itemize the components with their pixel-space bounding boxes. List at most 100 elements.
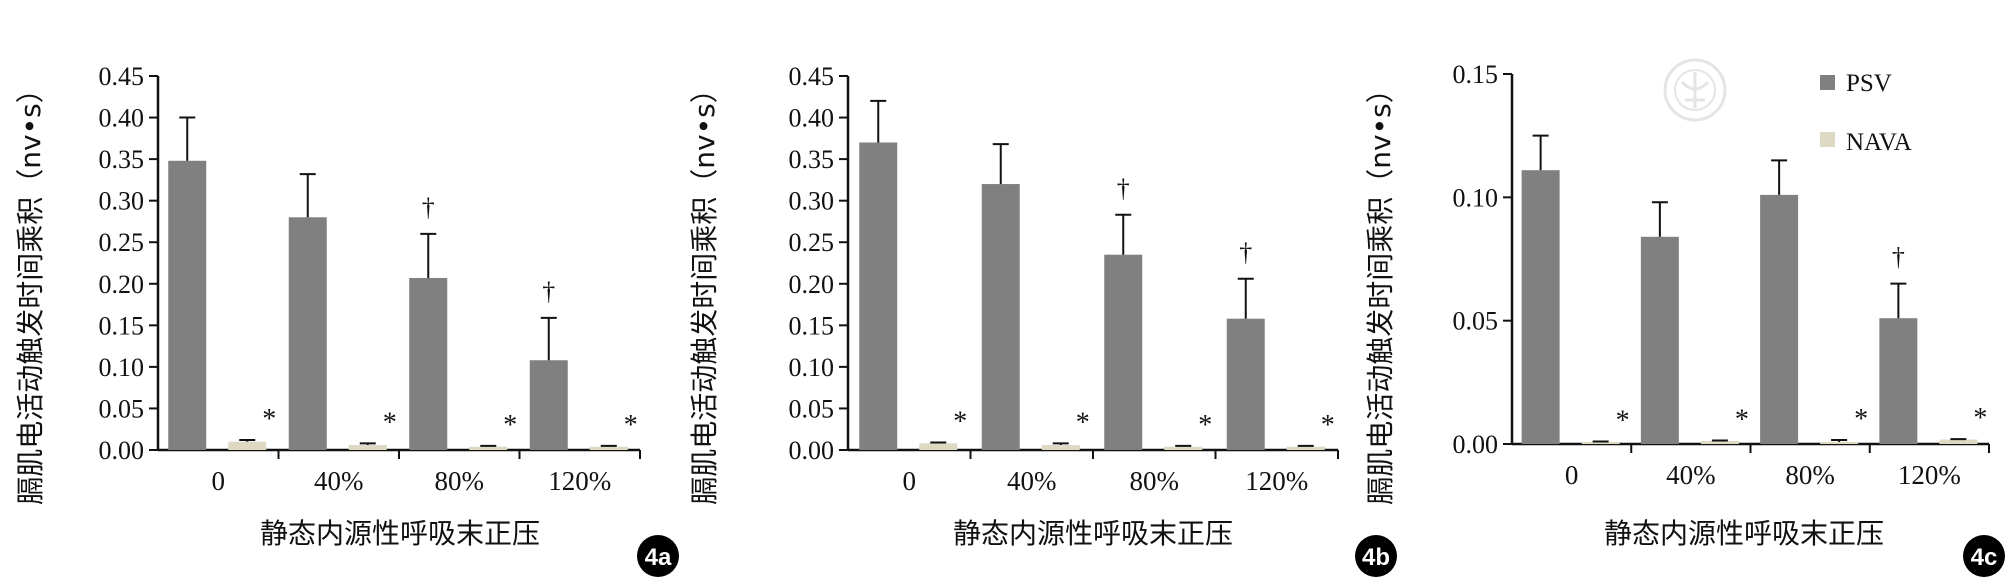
significance-dagger: † bbox=[542, 277, 555, 306]
y-tick-label: 0.05 bbox=[99, 394, 145, 423]
x-tick-label: 120% bbox=[548, 466, 611, 496]
bar-psv bbox=[168, 160, 207, 451]
significance-asterisk: * bbox=[383, 407, 397, 438]
bar-nava bbox=[1700, 441, 1739, 444]
significance-asterisk: * bbox=[262, 404, 276, 435]
legend-label-psv: PSV bbox=[1846, 70, 1892, 97]
watermark-seal-inner bbox=[1674, 69, 1716, 111]
y-tick-label: 0.00 bbox=[789, 436, 835, 465]
x-tick-label: 80% bbox=[1785, 460, 1835, 490]
bar-psv bbox=[1521, 170, 1560, 444]
y-axis-label: 膈肌电活动触发时间乘积（nv•s） bbox=[688, 75, 721, 504]
bar-psv bbox=[1104, 254, 1143, 450]
x-tick-label: 40% bbox=[314, 466, 364, 496]
panel-badge-circle bbox=[637, 535, 679, 577]
chart-panel-4a: 0.00 0.05 0.10 0.15 0.20 0.25 0.30 0.35 0.40 0.45… bbox=[14, 62, 679, 577]
significance-asterisk: * bbox=[1854, 404, 1868, 435]
bar-nava bbox=[228, 441, 267, 450]
bar-psv bbox=[529, 360, 568, 450]
bar-psv bbox=[409, 277, 448, 450]
x-tick-label: 120% bbox=[1245, 466, 1308, 496]
x-tick-label: 80% bbox=[1130, 466, 1180, 496]
significance-asterisk: * bbox=[503, 410, 517, 441]
panel-badge: 4b bbox=[1355, 535, 1397, 577]
bar-nava bbox=[1820, 442, 1859, 444]
legend: PSV NAVA bbox=[1820, 70, 1912, 156]
y-tick-label: 0.35 bbox=[789, 145, 835, 174]
legend-swatch-nava bbox=[1820, 132, 1835, 147]
x-tick-label: 0 bbox=[1565, 460, 1579, 490]
y-tick-label: 0.35 bbox=[99, 145, 145, 174]
x-tick-label: 0 bbox=[903, 466, 917, 496]
y-tick-label: 0.05 bbox=[1453, 307, 1499, 336]
x-tick-label: 40% bbox=[1666, 460, 1716, 490]
significance-asterisk: * bbox=[1616, 406, 1630, 437]
bar-psv bbox=[1640, 236, 1679, 444]
y-tick-label: 0.45 bbox=[99, 62, 145, 91]
y-tick-label: 0.20 bbox=[99, 270, 145, 299]
panel-badge-label: 4b bbox=[1362, 544, 1390, 571]
significance-asterisk: * bbox=[953, 407, 967, 438]
panel-badge: 4a bbox=[637, 535, 679, 577]
y-tick-label: 0.40 bbox=[99, 104, 145, 133]
significance-asterisk: * bbox=[1321, 410, 1335, 441]
bar-psv bbox=[288, 217, 327, 450]
y-tick-label: 0.25 bbox=[789, 228, 835, 257]
bar-nava bbox=[1286, 446, 1325, 450]
bar-psv bbox=[1879, 318, 1918, 444]
bar-nava bbox=[1939, 439, 1978, 444]
x-axis-label: 静态内源性呼吸末正压 bbox=[1604, 517, 1884, 550]
panel-badge-label: 4c bbox=[1971, 544, 1998, 571]
panel-badge-circle bbox=[1963, 535, 2005, 577]
bar-nava bbox=[1581, 442, 1620, 444]
legend-label-nava: NAVA bbox=[1846, 129, 1912, 156]
significance-dagger: † bbox=[1239, 238, 1252, 267]
y-tick-label: 0.30 bbox=[789, 187, 835, 216]
y-axis-label: 膈肌电活动触发时间乘积（nv•s） bbox=[14, 75, 47, 504]
significance-asterisk: * bbox=[1973, 403, 1987, 434]
watermark-seal-anchor bbox=[1680, 72, 1710, 108]
x-tick-label: 0 bbox=[212, 466, 226, 496]
bar-nava bbox=[469, 446, 508, 450]
legend-swatch-psv bbox=[1820, 75, 1835, 90]
bar-psv bbox=[859, 142, 898, 450]
significance-asterisk: * bbox=[1735, 405, 1749, 436]
y-tick-label: 0.25 bbox=[99, 228, 145, 257]
bar-psv bbox=[1226, 318, 1265, 450]
chart-panel-4b: 0.00 0.05 0.10 0.15 0.20 0.25 0.30 0.35 0.40 0.45… bbox=[688, 62, 1397, 577]
panel-badge: 4c bbox=[1963, 535, 2005, 577]
y-tick-label: 0.05 bbox=[789, 394, 835, 423]
x-tick-label: 40% bbox=[1007, 466, 1057, 496]
bar-psv bbox=[1760, 194, 1799, 444]
significance-asterisk: * bbox=[624, 410, 638, 441]
y-tick-label: 0.15 bbox=[789, 311, 835, 340]
y-tick-label: 0.20 bbox=[789, 270, 835, 299]
bar-nava bbox=[1164, 446, 1203, 450]
significance-dagger: † bbox=[1117, 174, 1130, 203]
watermark-seal bbox=[1663, 58, 1727, 122]
y-tick-label: 0.15 bbox=[1453, 60, 1499, 89]
y-tick-label: 0.10 bbox=[99, 353, 145, 382]
chart-panel-4c: 0.00 0.05 0.10 0.15 0 40% 80% 120% * * * * † 膈肌电活动触发时… bbox=[1364, 60, 2005, 577]
y-tick-label: 0.45 bbox=[789, 62, 835, 91]
watermark-seal-ring bbox=[1663, 58, 1727, 122]
y-tick-label: 0.10 bbox=[789, 353, 835, 382]
bar-psv bbox=[981, 184, 1020, 451]
significance-dagger: † bbox=[1892, 243, 1905, 272]
y-axis-label: 膈肌电活动触发时间乘积（nv•s） bbox=[1364, 75, 1397, 504]
significance-dagger: † bbox=[422, 193, 435, 222]
x-axis-label: 静态内源性呼吸末正压 bbox=[953, 517, 1233, 550]
significance-asterisk: * bbox=[1198, 410, 1212, 441]
x-tick-label: 80% bbox=[435, 466, 485, 496]
bar-nava bbox=[919, 443, 958, 450]
x-tick-label: 120% bbox=[1898, 460, 1961, 490]
y-tick-label: 0.00 bbox=[99, 436, 145, 465]
panel-badge-label: 4a bbox=[645, 544, 672, 571]
bar-nava bbox=[589, 446, 628, 450]
x-axis-label: 静态内源性呼吸末正压 bbox=[260, 517, 540, 550]
y-tick-label: 0.40 bbox=[789, 104, 835, 133]
bar-nava bbox=[1041, 445, 1080, 450]
bar-nava bbox=[348, 445, 387, 450]
panel-badge-circle bbox=[1355, 535, 1397, 577]
